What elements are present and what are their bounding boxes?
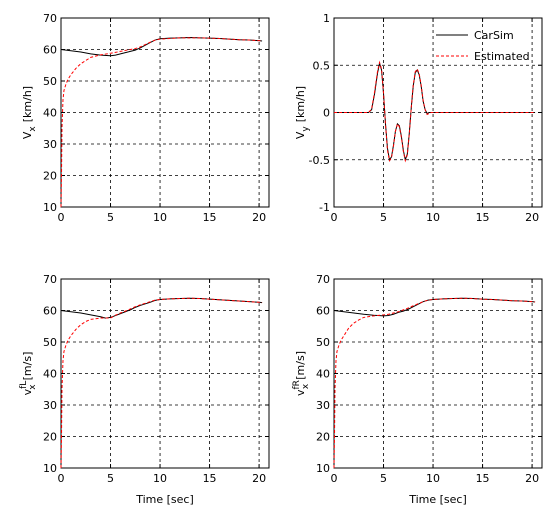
y-label-subscript: y	[301, 126, 311, 132]
chart-top-left: 0 5 10 15 20 10 20 30 40 50 60 70 Vx [km/h]	[21, 12, 270, 224]
y-axis-label: vfLx [m/s]	[19, 352, 38, 396]
x-tick-label: 0	[331, 472, 338, 485]
y-tick-label: 70	[43, 273, 57, 286]
y-tick-label: -1	[319, 201, 330, 214]
x-tick-label: 10	[426, 211, 440, 224]
y-tick-label: 70	[316, 273, 330, 286]
chart-bottom-left: 0 5 10 15 20 10 20 30 40 50 60 70 vfLx [m/s] Time [sec…	[19, 273, 270, 506]
y-tick-label: 50	[43, 75, 57, 88]
series-line-estimated	[334, 60, 536, 163]
y-axis-label: Vy [km/h]	[294, 86, 311, 139]
y-label-unit: [km/h]	[21, 86, 34, 122]
y-tick-label: 60	[43, 44, 57, 57]
y-label-subscript: x	[28, 384, 38, 390]
x-tick-label: 20	[525, 211, 539, 224]
y-tick-label: 70	[43, 12, 57, 25]
x-axis-label: Time [sec]	[408, 493, 467, 506]
y-label-superscript: fL	[19, 381, 29, 389]
x-tick-label: 15	[476, 472, 490, 485]
y-tick-label: 60	[316, 305, 330, 318]
y-label-base: V	[294, 131, 307, 139]
x-tick-label: 10	[426, 472, 440, 485]
series-line-carsim	[60, 297, 263, 319]
x-tick-label: 20	[525, 472, 539, 485]
x-tick-label: 0	[58, 472, 65, 485]
y-label-base: v	[294, 389, 307, 396]
y-tick-label: 40	[43, 107, 57, 120]
chart-bottom-right: 0 5 10 15 20 10 20 30 40 50 60 70 vfRx [m/s] Time [sec…	[292, 273, 543, 506]
y-tick-label: 10	[43, 201, 57, 214]
y-label-base: v	[21, 388, 34, 395]
y-label-unit: [m/s]	[294, 351, 307, 380]
series-line-estimated	[333, 297, 536, 469]
y-label-subscript: x	[301, 383, 311, 389]
y-tick-label: 50	[316, 336, 330, 349]
y-tick-label: 30	[43, 399, 57, 412]
x-tick-label: 15	[203, 472, 217, 485]
y-tick-label: -0.5	[309, 154, 330, 167]
x-tick-label: 5	[107, 211, 114, 224]
y-label-superscript: fR	[292, 380, 302, 389]
x-tick-label: 15	[203, 211, 217, 224]
legend-label-estimated: Estimated	[474, 50, 530, 63]
y-tick-label: 50	[43, 336, 57, 349]
y-label-base: V	[21, 131, 34, 139]
x-axis-label: Time [sec]	[135, 493, 194, 506]
y-tick-label: 40	[43, 368, 57, 381]
x-tick-label: 10	[153, 472, 167, 485]
x-tick-label: 5	[380, 211, 387, 224]
y-axis-label: Vx [km/h]	[21, 86, 38, 139]
legend: CarSim Estimated	[436, 29, 530, 63]
y-tick-label: 0	[323, 107, 330, 120]
y-tick-label: 40	[316, 368, 330, 381]
chart-top-right: 0 5 10 15 20 -1 -0.5 0 0.5 1 Vy [km/h] CarSim Estimat…	[294, 12, 543, 224]
x-tick-label: 20	[252, 472, 266, 485]
y-label-unit: [km/h]	[294, 86, 307, 122]
y-tick-label: 20	[43, 431, 57, 444]
y-label-unit: [m/s]	[21, 352, 34, 381]
y-tick-label: 1	[323, 12, 330, 25]
legend-label-carsim: CarSim	[474, 29, 514, 42]
series-line-estimated	[60, 297, 263, 469]
y-tick-label: 10	[316, 462, 330, 475]
y-tick-label: 60	[43, 305, 57, 318]
x-tick-label: 0	[331, 211, 338, 224]
y-tick-label: 10	[43, 462, 57, 475]
x-tick-label: 20	[252, 211, 266, 224]
x-tick-label: 0	[58, 211, 65, 224]
y-axis-label: vfRx [m/s]	[292, 351, 311, 396]
y-tick-label: 20	[43, 170, 57, 183]
x-tick-label: 5	[380, 472, 387, 485]
x-tick-label: 10	[153, 211, 167, 224]
y-tick-label: 30	[43, 138, 57, 151]
x-tick-label: 5	[107, 472, 114, 485]
y-label-subscript: x	[28, 126, 38, 132]
y-tick-label: 20	[316, 431, 330, 444]
x-tick-label: 15	[476, 211, 490, 224]
series-line-estimated	[60, 37, 263, 208]
y-tick-label: 0.5	[313, 59, 331, 72]
y-tick-label: 30	[316, 399, 330, 412]
